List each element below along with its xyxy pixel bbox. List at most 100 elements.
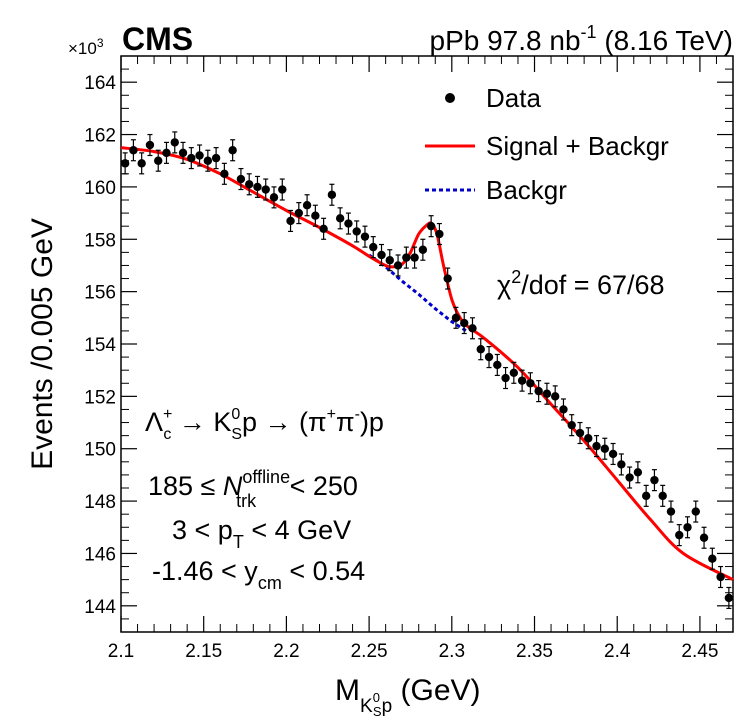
data-point-marker: [542, 389, 552, 398]
data-point-marker: [377, 250, 386, 260]
data-point: [683, 516, 692, 539]
data-point-marker: [286, 216, 295, 226]
experiment-label: CMS: [122, 21, 193, 57]
data-point-marker: [129, 146, 138, 155]
chi2-annotation: χ2/dof = 67/68: [497, 267, 665, 300]
data-point: [501, 366, 510, 390]
data-point: [460, 311, 469, 335]
data-point: [162, 141, 171, 164]
data-point: [244, 173, 254, 196]
run-label: pPb 97.8 nb-1 (8.16 TeV): [430, 22, 734, 56]
data-point: [600, 437, 610, 460]
data-point-marker: [550, 392, 560, 401]
y-tick-label: 154: [84, 335, 116, 356]
data-point: [426, 215, 436, 238]
y-axis-ticks: 144 146 148 150 152 154 156 158 160 162 164: [84, 55, 733, 620]
data-point-marker: [584, 434, 593, 443]
y-tick-label: 160: [84, 178, 116, 199]
y-tick-label: 158: [84, 230, 116, 251]
data-point-marker: [261, 185, 270, 194]
x-tick-label: 2.45: [681, 641, 718, 662]
background-fit-line: [368, 253, 470, 334]
x-tick-label: 2.1: [108, 641, 134, 662]
data-point-marker: [302, 201, 312, 210]
data-point-marker: [360, 232, 370, 241]
data-point: [286, 209, 295, 233]
data-point: [302, 194, 312, 217]
data-point: [253, 175, 262, 198]
data-point-marker: [393, 261, 403, 270]
data-point: [617, 453, 626, 476]
x-tick-label: 2.2: [273, 641, 299, 662]
data-point-marker: [699, 533, 709, 542]
data-point-marker: [244, 180, 254, 189]
data-point: [550, 385, 560, 408]
data-point: [666, 500, 676, 523]
data-point: [137, 152, 146, 175]
data-point-marker: [426, 221, 436, 231]
data-point: [211, 147, 221, 170]
data-point: [435, 222, 444, 246]
data-point: [402, 246, 411, 269]
y-tick-label: 156: [84, 283, 116, 304]
data-point-marker: [716, 572, 725, 582]
data-point: [236, 167, 246, 191]
data-point: [517, 369, 527, 392]
data-point-marker: [278, 185, 287, 194]
data-point-marker: [658, 491, 667, 501]
data-point-marker: [675, 530, 684, 540]
data-point-marker: [683, 523, 692, 532]
data-point: [385, 249, 394, 272]
data-point: [608, 442, 618, 466]
data-point-marker: [534, 386, 543, 396]
data-point: [120, 152, 130, 175]
data-point: [195, 144, 204, 167]
pt-annotation: 3 < pT < 4 GeV: [172, 515, 351, 552]
data-point: [269, 186, 279, 209]
data-point-marker: [162, 148, 171, 158]
data-point: [220, 162, 229, 185]
y-axis-label: Events /0.005 GeV: [26, 218, 59, 470]
legend-background-label: Backgr: [486, 175, 567, 205]
data-point-marker: [484, 352, 494, 362]
data-point: [261, 178, 270, 201]
data-point-marker: [402, 253, 411, 262]
data-point-marker: [344, 219, 353, 228]
background-fit-group: [368, 253, 470, 334]
data-point-marker: [517, 376, 527, 385]
data-point: [641, 484, 651, 507]
data-point: [468, 317, 477, 340]
data-point: [278, 178, 287, 201]
data-point: [658, 484, 667, 507]
data-point: [319, 217, 328, 240]
data-point-marker: [311, 211, 320, 220]
data-point: [526, 372, 535, 395]
data-point-marker: [410, 253, 419, 262]
x-tick-label: 2.15: [185, 641, 222, 662]
data-point: [178, 141, 188, 164]
data-point-marker: [451, 313, 461, 323]
data-point-marker: [435, 229, 444, 239]
data-point-marker: [641, 491, 651, 501]
data-point-marker: [154, 156, 163, 165]
decay-channel-annotation: Λ+ c → K0 Sp → (π+π-)p: [145, 406, 384, 443]
data-point: [369, 236, 378, 259]
data-point: [633, 461, 643, 484]
data-point-marker: [236, 174, 246, 184]
data-point-marker: [145, 140, 155, 150]
data-point-marker: [120, 159, 130, 168]
x-tick-label: 2.25: [351, 641, 388, 662]
data-point-marker: [526, 379, 535, 388]
data-point-marker: [170, 138, 179, 147]
data-point: [575, 421, 585, 445]
data-point-marker: [228, 146, 237, 155]
data-point: [443, 267, 452, 290]
data-point: [625, 466, 634, 489]
data-point-marker: [625, 473, 634, 482]
data-point: [377, 243, 386, 267]
data-point-marker: [608, 449, 618, 459]
data-point-marker: [708, 554, 717, 563]
data-point: [716, 565, 725, 589]
y-tick-label: 152: [84, 387, 116, 408]
